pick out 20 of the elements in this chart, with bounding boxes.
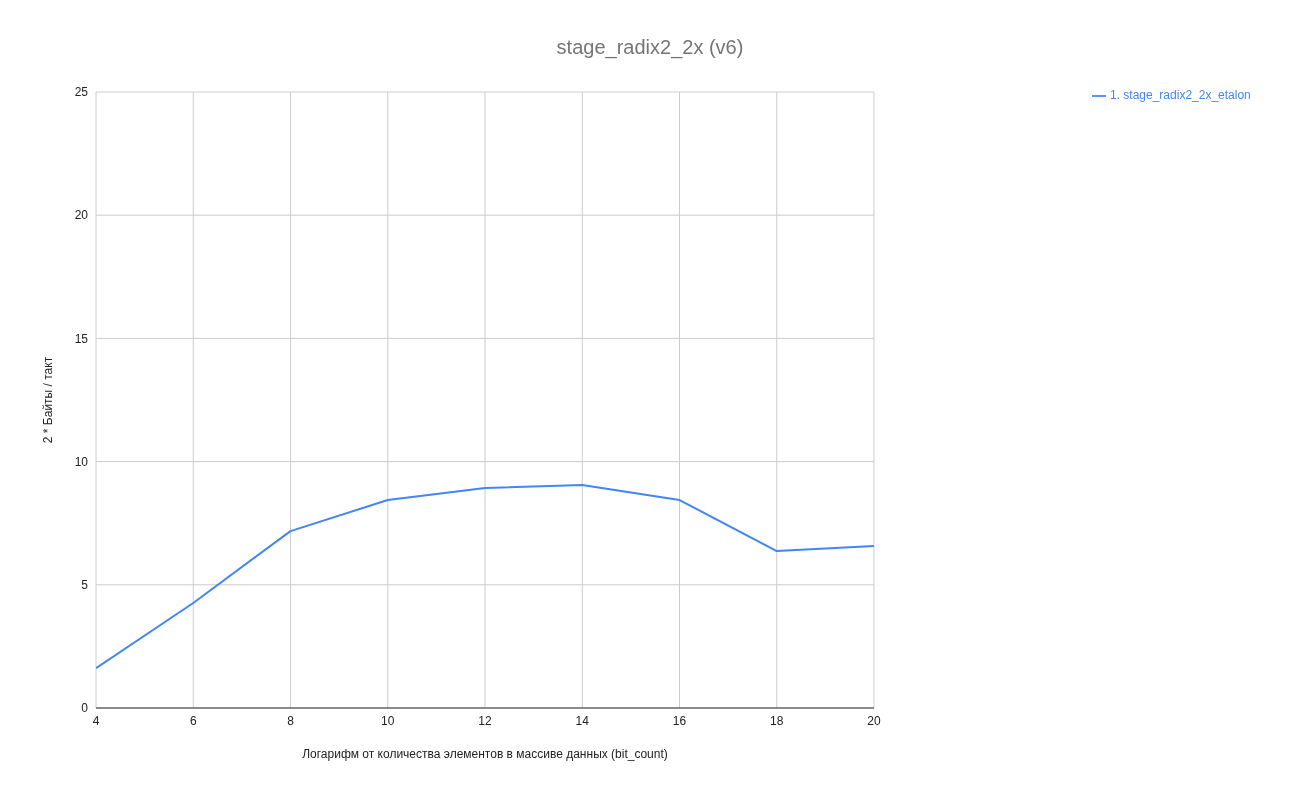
line-series	[96, 484, 874, 670]
y-tick-label: 20	[74, 208, 89, 223]
x-tick-label: 10	[381, 713, 395, 728]
x-tick-label: 4	[92, 713, 100, 728]
y-tick-label: 10	[74, 454, 89, 469]
x-tick-label: 16	[672, 713, 687, 728]
y-tick-label: 15	[74, 331, 89, 346]
x-tick-label: 18	[770, 713, 784, 728]
x-tick-label: 6	[189, 713, 197, 728]
x-tick-label: 14	[575, 713, 590, 728]
x-tick-label: 12	[478, 713, 492, 728]
chart-title: stage_radix2_2x (v6)	[555, 36, 745, 59]
y-tick-label: 25	[74, 85, 89, 100]
legend-label: 1. stage_radix2_2x_etalon	[1110, 88, 1251, 102]
x-axis-title: Логарифм от количества элементов в массиве данных (bit_count)	[302, 747, 668, 761]
x-tick-label: 20	[867, 713, 881, 728]
y-tick-label: 0	[81, 701, 89, 716]
x-tick-label: 8	[287, 713, 295, 728]
y-axis-title: 2 * Байты / такт	[41, 356, 56, 444]
y-tick-label: 5	[81, 578, 89, 593]
